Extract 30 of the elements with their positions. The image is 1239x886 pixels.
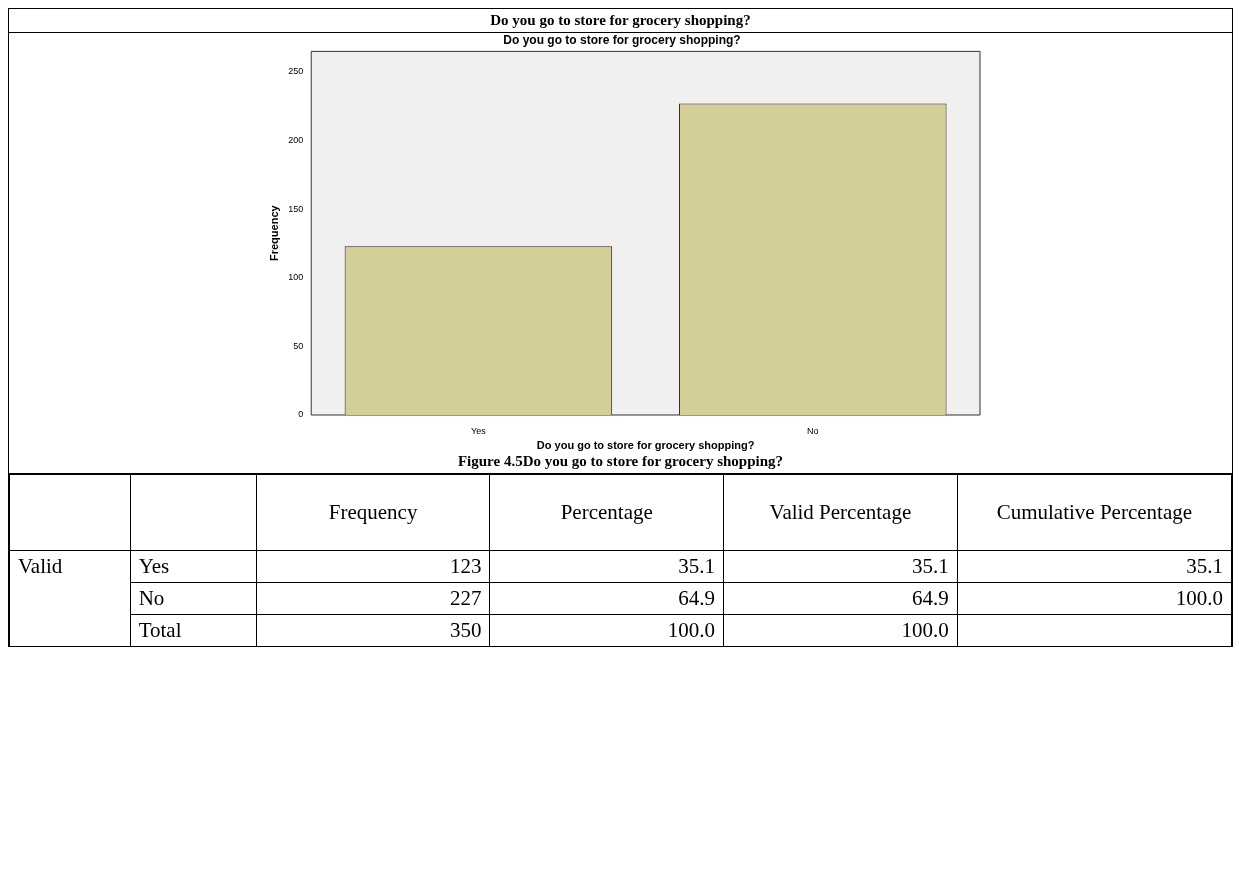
text: 227	[256, 582, 490, 615]
text: Frequency	[256, 474, 490, 551]
y-tick-label: 50	[293, 340, 304, 351]
text: No	[130, 582, 257, 615]
x-axis-title: Do you go to store for grocery shopping?	[536, 439, 755, 452]
text: 35.1	[957, 550, 1232, 583]
text: 100.0	[957, 582, 1232, 615]
text: Percentage	[489, 474, 724, 551]
text: Do you go to store for grocery shopping?	[9, 9, 1232, 33]
y-tick-label: 0	[298, 409, 304, 420]
text: 35.1	[489, 550, 724, 583]
text: Yes	[130, 550, 257, 583]
text: 35.1	[723, 550, 958, 583]
y-tick-label: 100	[288, 272, 304, 283]
y-axis-title: Frequency	[267, 204, 280, 262]
y-tick-label: 150	[288, 203, 304, 214]
text: 350	[256, 614, 490, 647]
text: 100.0	[723, 614, 958, 647]
y-tick-label: 250	[288, 66, 304, 77]
text: 123	[256, 550, 490, 583]
text: Valid Percentage	[723, 474, 958, 551]
text: 64.9	[723, 582, 958, 615]
text: Total	[130, 614, 257, 647]
caption: Figure 4.5Do you go to store for grocery shopping?	[456, 453, 785, 471]
text: 64.9	[489, 582, 724, 615]
text: Cumulative Percentage	[957, 474, 1232, 551]
text: Valid	[9, 550, 131, 647]
chart-title: Do you go to store for grocery shopping?	[503, 32, 741, 47]
y-tick-label: 200	[288, 135, 304, 146]
text: 100.0	[489, 614, 724, 647]
